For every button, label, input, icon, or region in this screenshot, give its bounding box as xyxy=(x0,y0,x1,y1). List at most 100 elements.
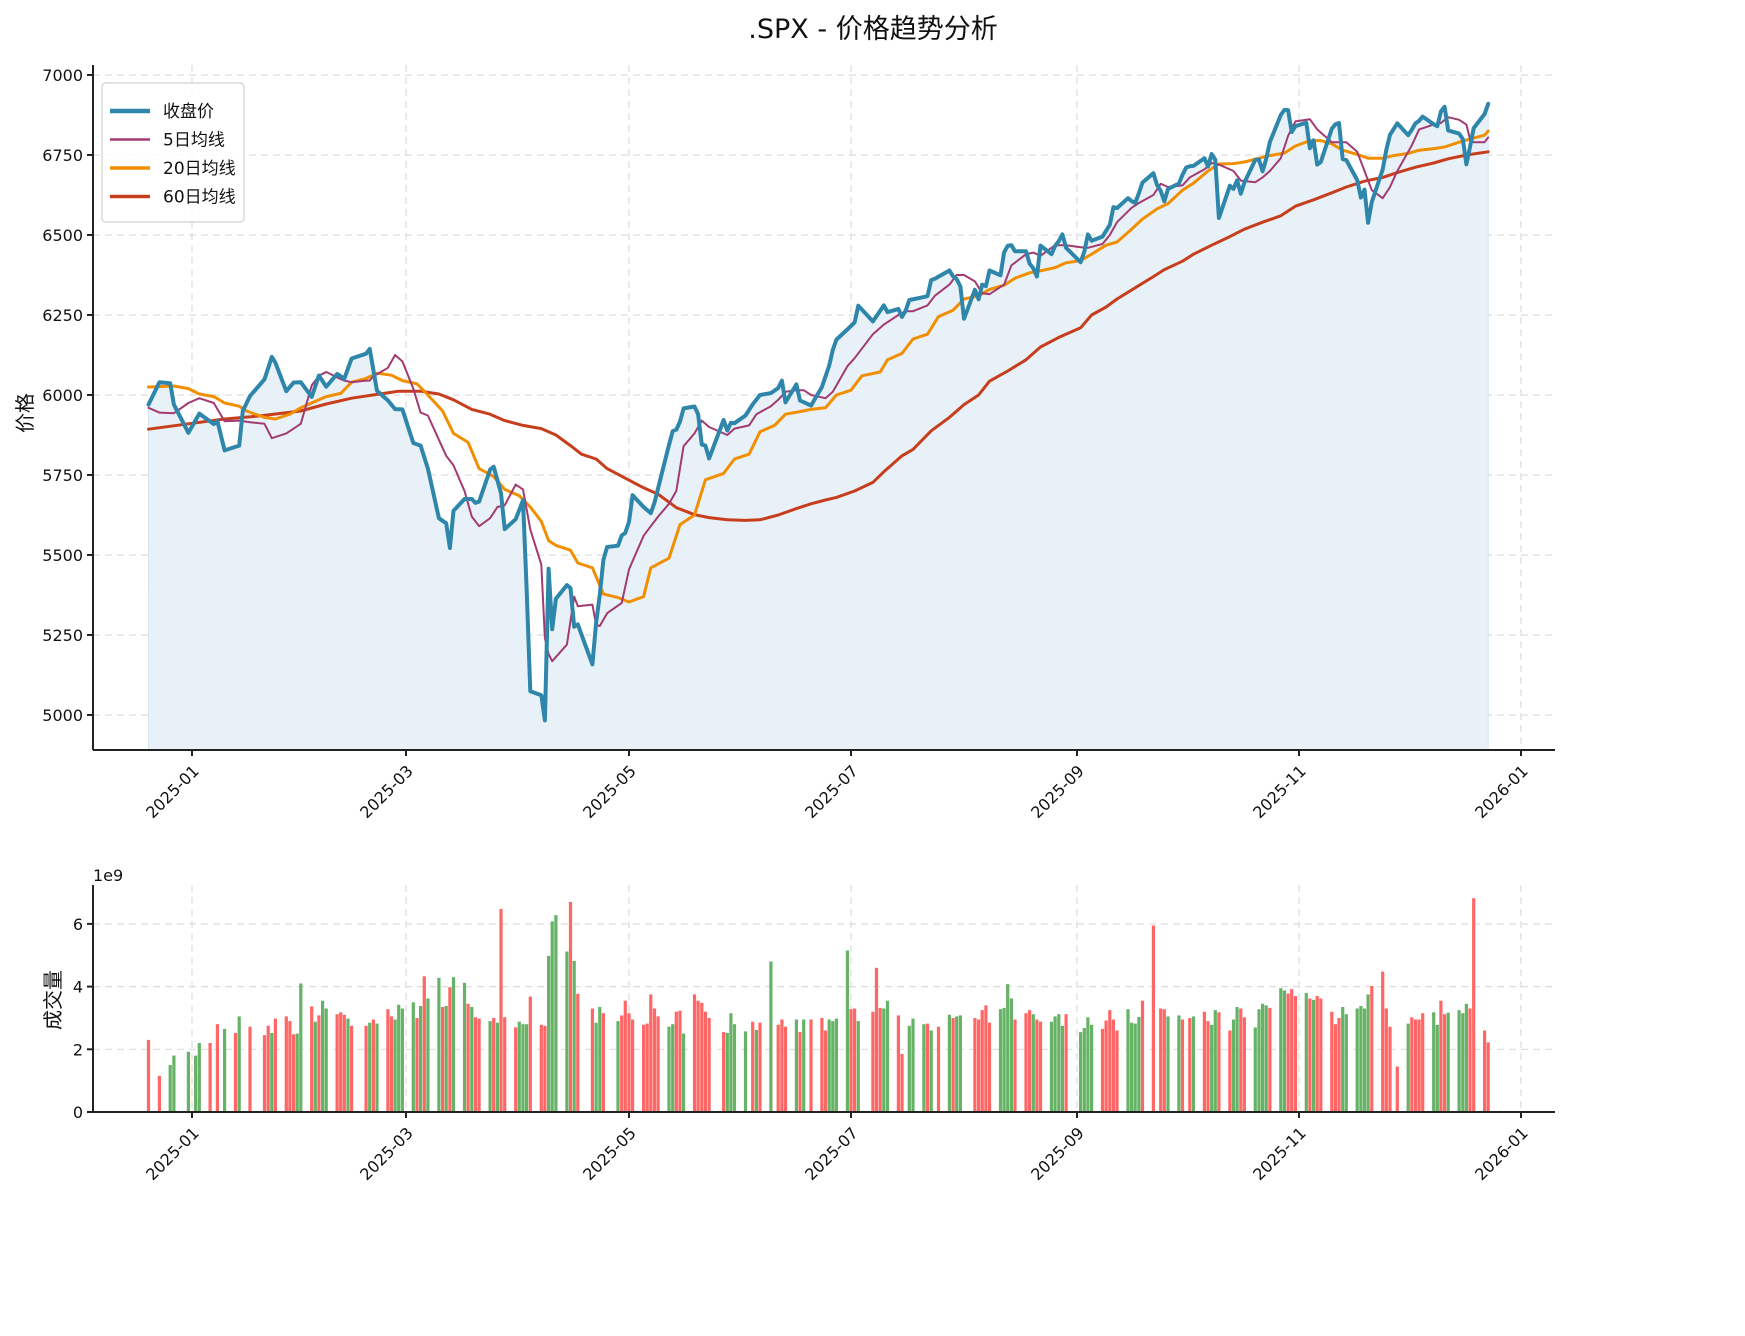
volume-bar xyxy=(426,998,430,1112)
volume-bar xyxy=(208,1043,212,1112)
volume-bar xyxy=(973,1018,977,1113)
volume-bar xyxy=(1053,1016,1057,1112)
volume-bar xyxy=(754,1029,758,1112)
volume-y-tick-label: 2 xyxy=(73,1040,83,1059)
volume-bar xyxy=(1151,925,1155,1112)
volume-bar xyxy=(769,961,773,1112)
volume-bar xyxy=(495,1022,499,1112)
volume-bar xyxy=(1432,1012,1436,1112)
volume-bar xyxy=(743,1031,748,1112)
volume-bar xyxy=(598,1007,602,1112)
volume-x-tick-label: 2025-05 xyxy=(579,1123,640,1184)
ma20-line xyxy=(147,129,1490,604)
volume-bar xyxy=(758,1022,762,1112)
volume-bar xyxy=(386,1009,390,1112)
volume-bar xyxy=(317,1015,321,1112)
volume-bar xyxy=(1090,1024,1094,1112)
volume-bar xyxy=(525,1024,529,1112)
volume-bar xyxy=(313,1021,317,1112)
volume-offset-label: 1e9 xyxy=(93,866,123,885)
volume-bar xyxy=(437,977,441,1112)
price-y-tick-label: 6500 xyxy=(42,226,83,245)
volume-bar xyxy=(725,1033,729,1112)
volume-bar xyxy=(827,1019,831,1112)
volume-bar xyxy=(1140,1000,1145,1112)
volume-y-tick-label: 6 xyxy=(73,915,83,934)
volume-bar xyxy=(568,902,573,1112)
volume-bar xyxy=(339,1012,343,1112)
volume-bar xyxy=(194,1055,198,1112)
volume-bar xyxy=(871,1011,875,1112)
volume-bar xyxy=(652,1008,657,1112)
volume-bar xyxy=(411,1002,415,1112)
volume-bar xyxy=(295,1033,299,1112)
volume-bar xyxy=(1191,1016,1196,1112)
volume-bar xyxy=(1188,1018,1192,1113)
volume-bar xyxy=(929,1030,933,1112)
volume-bar xyxy=(700,1002,704,1112)
volume-bar xyxy=(389,1016,394,1112)
volume-bar xyxy=(473,1017,478,1112)
price-series-lines xyxy=(146,101,1491,723)
volume-bar xyxy=(620,1015,624,1112)
volume-bar xyxy=(1410,1017,1414,1112)
volume-bar xyxy=(667,1026,671,1112)
volume-bar xyxy=(1082,1028,1086,1112)
volume-bar xyxy=(393,1019,397,1112)
volume-bar xyxy=(820,1018,824,1113)
volume-bar xyxy=(1013,1019,1017,1112)
volume-x-tick-label: 2025-01 xyxy=(142,1123,203,1184)
volume-bar xyxy=(1100,1028,1105,1112)
volume-bar xyxy=(671,1024,675,1112)
legend-label: 60日均线 xyxy=(163,188,236,208)
volume-bar xyxy=(1035,1019,1039,1112)
volume-bar xyxy=(623,1000,627,1112)
volume-bar xyxy=(284,1016,288,1112)
volume-bar xyxy=(223,1028,227,1112)
volume-bar xyxy=(1370,986,1374,1112)
price-y-tick-label: 6750 xyxy=(42,146,83,165)
volume-bar xyxy=(528,996,532,1112)
volume-bar xyxy=(466,1003,470,1112)
volume-bar xyxy=(157,1075,161,1112)
price-panel: 5000 5250 5500 5750 6000 6250 6500 6750 7000 2025… xyxy=(13,65,1555,822)
price-x-tick-label: 2025-05 xyxy=(579,761,640,822)
volume-bar xyxy=(565,951,569,1112)
volume-bar xyxy=(266,1025,270,1112)
volume-bar xyxy=(492,1018,496,1113)
volume-bar xyxy=(616,1021,620,1112)
volume-bar xyxy=(911,1018,915,1112)
volume-bar xyxy=(517,1021,521,1112)
volume-bar xyxy=(1130,1022,1134,1112)
volume-bar xyxy=(874,967,879,1112)
volume-bar xyxy=(1028,1010,1032,1112)
price-y-axis-label: 价格 xyxy=(13,393,37,433)
chart-legend: 收盘价 5日均线 20日均线 60日均线 xyxy=(101,82,245,223)
price-y-tick-label: 5750 xyxy=(42,466,83,485)
volume-bar xyxy=(601,1013,605,1112)
volume-bar xyxy=(415,1018,419,1113)
volume-bar xyxy=(477,1018,481,1112)
volume-bar xyxy=(1115,1030,1119,1112)
volume-bar xyxy=(802,1019,806,1112)
volume-bar xyxy=(1388,1026,1392,1112)
volume-bar xyxy=(900,1054,904,1112)
volume-bar xyxy=(451,977,456,1112)
volume-bar xyxy=(1060,1025,1064,1112)
volume-bar xyxy=(849,1009,853,1112)
volume-bar xyxy=(288,1021,292,1112)
volume-bar xyxy=(514,1027,518,1112)
volume-bar xyxy=(947,1014,951,1112)
price-y-tick-label: 5000 xyxy=(42,706,83,725)
volume-bar xyxy=(1264,1005,1268,1112)
volume-bar xyxy=(547,955,551,1112)
volume-bar xyxy=(444,1006,448,1112)
legend-label: 5日均线 xyxy=(163,131,225,151)
volume-bar xyxy=(1472,898,1476,1112)
legend-label: 20日均线 xyxy=(163,159,236,179)
volume-bar xyxy=(1293,996,1297,1112)
volume-bar xyxy=(1031,1014,1035,1112)
volume-bar xyxy=(1228,1030,1232,1112)
price-x-tick-label: 2025-01 xyxy=(142,761,203,822)
volume-bar xyxy=(1457,1010,1461,1112)
